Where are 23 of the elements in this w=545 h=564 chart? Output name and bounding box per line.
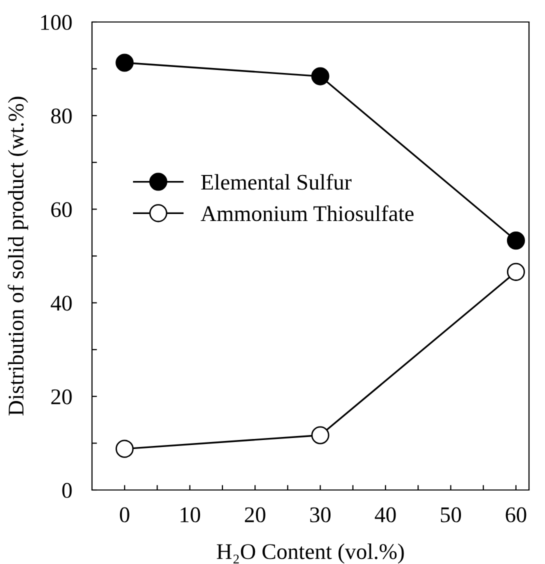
x-tick-label: 10 [180, 507, 200, 522]
point [506, 262, 525, 281]
y-axis-title: Distribution of solid product (wt.%) [8, 96, 28, 416]
point [116, 440, 134, 458]
point [116, 54, 134, 72]
y-tick-label: 100 [41, 14, 72, 30]
x-tick-label: 30 [310, 507, 331, 522]
x-tick-label: 50 [440, 507, 461, 522]
y-tick-label: 40 [50, 296, 72, 311]
y-tick-label: 0 [62, 482, 72, 498]
y-tick-label: 80 [51, 108, 72, 124]
point [506, 232, 525, 250]
x-tick-label: 0 [120, 507, 130, 522]
y-tick-label: 20 [51, 389, 72, 404]
legend-label: Ammonium Thiosulfate [200, 205, 414, 222]
point [311, 67, 330, 86]
point [311, 426, 330, 444]
x-tick-label: 20 [244, 507, 266, 522]
x-tick-label: 40 [374, 507, 396, 522]
legend-label: Elemental Sulfur [201, 174, 352, 190]
x-axis-title: H₂O Content (vol.%) [216, 543, 404, 564]
x-tick-label: 60 [506, 507, 526, 522]
y-tick-label: 60 [51, 202, 72, 218]
